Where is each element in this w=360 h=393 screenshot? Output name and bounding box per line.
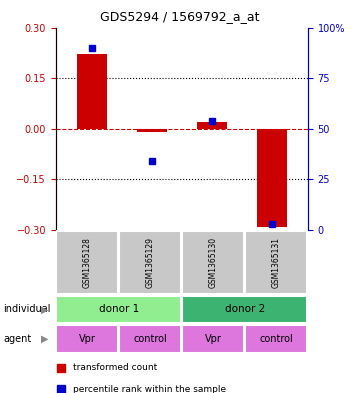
Text: donor 2: donor 2 — [225, 305, 265, 314]
Text: ▶: ▶ — [41, 334, 49, 344]
Bar — [57, 325, 118, 353]
Bar — [120, 231, 181, 294]
Bar — [183, 231, 244, 294]
Text: GSM1365129: GSM1365129 — [146, 237, 155, 288]
Bar — [57, 231, 118, 294]
Text: control: control — [260, 334, 293, 344]
Bar — [197, 122, 227, 129]
Text: Vpr: Vpr — [205, 334, 222, 344]
Text: GDS5294 / 1569792_a_at: GDS5294 / 1569792_a_at — [100, 10, 260, 23]
Text: percentile rank within the sample: percentile rank within the sample — [73, 385, 226, 393]
Bar — [77, 55, 107, 129]
Text: GSM1365128: GSM1365128 — [83, 237, 92, 288]
Bar — [183, 325, 244, 353]
Text: transformed count: transformed count — [73, 363, 158, 372]
Bar — [183, 296, 307, 323]
Bar — [246, 231, 307, 294]
Bar — [120, 325, 181, 353]
Text: donor 1: donor 1 — [99, 305, 139, 314]
Bar — [246, 325, 307, 353]
Text: Vpr: Vpr — [79, 334, 96, 344]
Bar — [257, 129, 287, 226]
Text: individual: individual — [4, 305, 51, 314]
Text: GSM1365131: GSM1365131 — [272, 237, 281, 288]
Text: control: control — [134, 334, 167, 344]
Bar — [137, 129, 167, 132]
Bar — [57, 296, 181, 323]
Text: agent: agent — [4, 334, 32, 344]
Text: ▶: ▶ — [41, 305, 49, 314]
Text: GSM1365130: GSM1365130 — [209, 237, 218, 288]
